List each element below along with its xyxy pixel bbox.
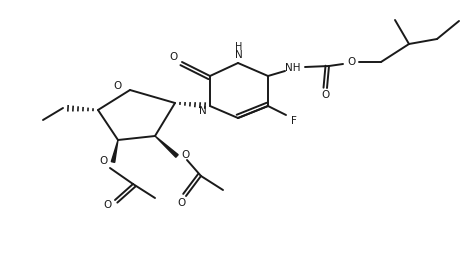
Text: O: O: [99, 156, 107, 166]
Polygon shape: [155, 136, 178, 157]
Polygon shape: [111, 140, 118, 162]
Text: O: O: [322, 90, 330, 100]
Text: H: H: [235, 42, 243, 52]
Text: N: N: [199, 106, 207, 116]
Text: O: O: [347, 57, 355, 67]
Text: O: O: [103, 200, 111, 210]
Text: N: N: [235, 50, 243, 60]
Text: O: O: [181, 150, 189, 160]
Text: NH: NH: [285, 63, 301, 73]
Text: O: O: [170, 52, 178, 62]
Text: O: O: [177, 198, 185, 208]
Text: F: F: [291, 116, 297, 126]
Text: O: O: [114, 81, 122, 91]
